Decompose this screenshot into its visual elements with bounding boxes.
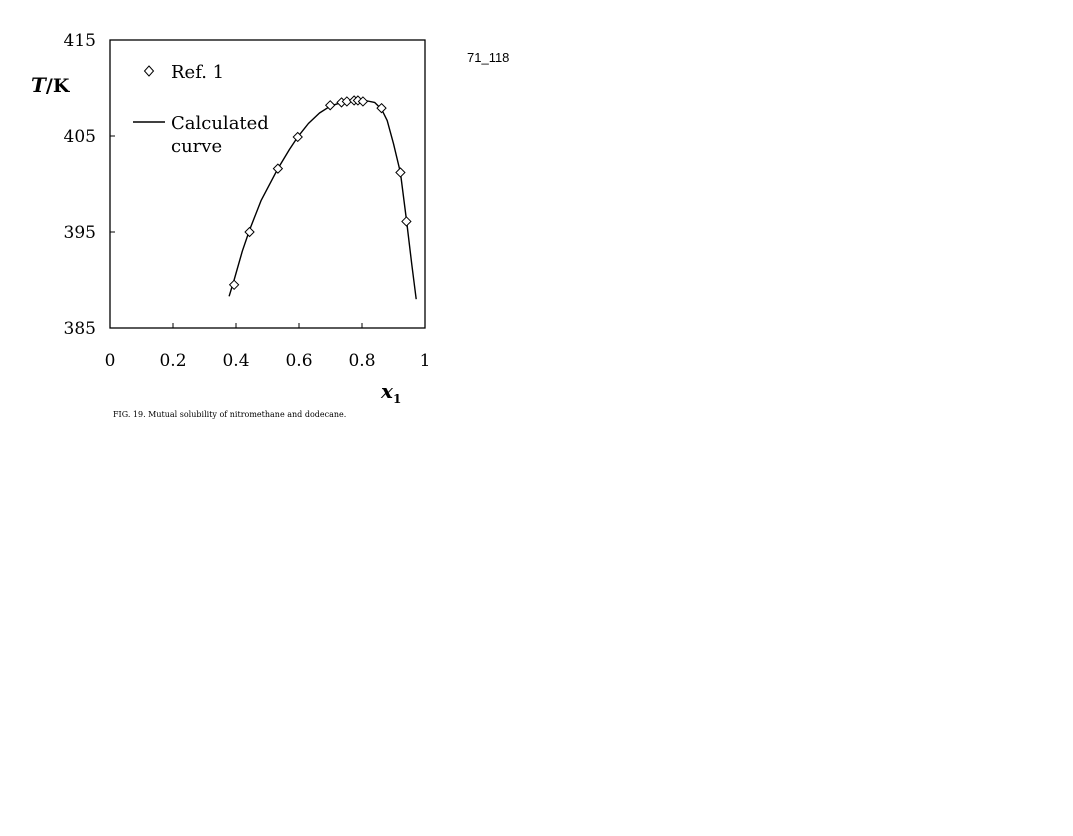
data-point <box>228 279 240 291</box>
x-tick-label: 0.2 <box>159 351 186 371</box>
x-tick-label: 0 <box>105 351 116 371</box>
legend-label-ref1: Ref. 1 <box>171 62 224 83</box>
legend-label-calculated-line2: curve <box>171 136 222 157</box>
axis-ticks: 0 0.2 0.4 0.6 0.8 1 385 395 405 415 <box>64 31 431 371</box>
data-point <box>395 167 406 178</box>
x-tick-label: 1 <box>420 351 431 371</box>
x-tick-label: 0.6 <box>285 351 312 371</box>
data-point <box>376 102 387 114</box>
y-tick-label: 395 <box>64 223 96 243</box>
calculated-curve-series <box>228 99 417 300</box>
data-point <box>401 216 412 227</box>
data-point <box>272 163 284 174</box>
calculated-curve-line <box>228 99 417 300</box>
legend: Ref. 1 Calculated curve <box>133 62 269 157</box>
data-point <box>324 100 336 111</box>
y-tick-label: 415 <box>64 31 96 51</box>
legend-label-calculated-line1: Calculated <box>171 113 269 134</box>
plot-frame <box>109 39 426 329</box>
data-point <box>292 131 303 143</box>
page-label: 71_118 <box>467 50 509 65</box>
x-tick-label: 0.8 <box>348 351 375 371</box>
y-tick-label: 405 <box>64 127 96 147</box>
data-point <box>357 96 369 107</box>
legend-diamond-marker <box>143 65 155 77</box>
data-point <box>244 226 255 238</box>
y-axis-title: T/K <box>31 73 71 97</box>
x-axis-title: x1 <box>380 379 401 406</box>
figure-caption: FIG. 19. Mutual solubility of nitrometha… <box>113 410 346 419</box>
y-tick-label: 385 <box>64 319 96 339</box>
ref-1-series <box>228 95 412 291</box>
x-tick-label: 0.4 <box>222 351 249 371</box>
